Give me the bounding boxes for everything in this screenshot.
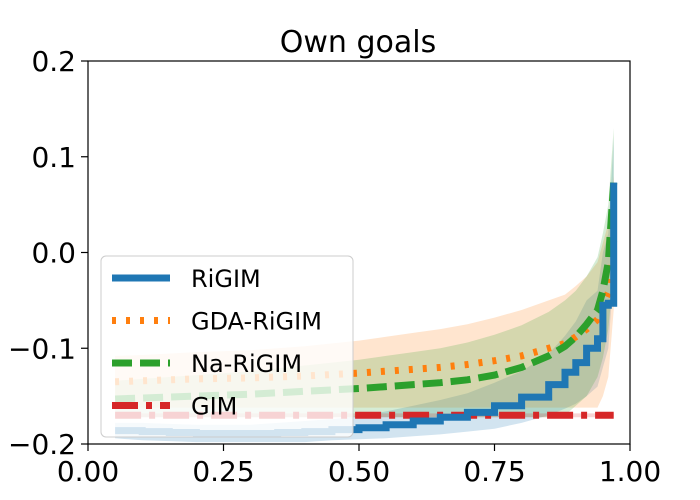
x-tick-label: 1.00 <box>599 455 661 488</box>
legend-label-gda-rigim: GDA-RiGIM <box>191 308 322 336</box>
x-axis: 0.00 0.25 0.50 0.75 1.00 <box>57 444 661 488</box>
y-tick-label: −0.2 <box>8 428 76 461</box>
line-gda-rigim <box>114 240 618 386</box>
y-tick-label: −0.1 <box>8 332 76 365</box>
chart-title: Own goals <box>280 25 436 60</box>
x-tick-label: 0.25 <box>192 455 254 488</box>
legend-label-na-rigim: Na-RiGIM <box>191 350 302 378</box>
y-tick-label: 0.1 <box>31 141 76 174</box>
x-tick-label: 0.75 <box>463 455 525 488</box>
band-na-rigim <box>115 128 614 418</box>
legend-label-rigim: RiGIM <box>191 265 261 293</box>
legend: RiGIM GDA-RiGIM Na-RiGIM GIM <box>100 255 354 438</box>
y-tick-label: 0.0 <box>31 237 76 270</box>
y-tick-label: 0.2 <box>31 45 76 78</box>
x-tick-label: 0.00 <box>57 455 119 488</box>
band-gda-rigim <box>115 175 614 408</box>
y-axis: −0.2 −0.1 0.0 0.1 0.2 <box>8 45 88 461</box>
x-tick-label: 0.50 <box>328 455 390 488</box>
legend-box <box>100 255 354 438</box>
legend-label-gim: GIM <box>191 393 237 421</box>
